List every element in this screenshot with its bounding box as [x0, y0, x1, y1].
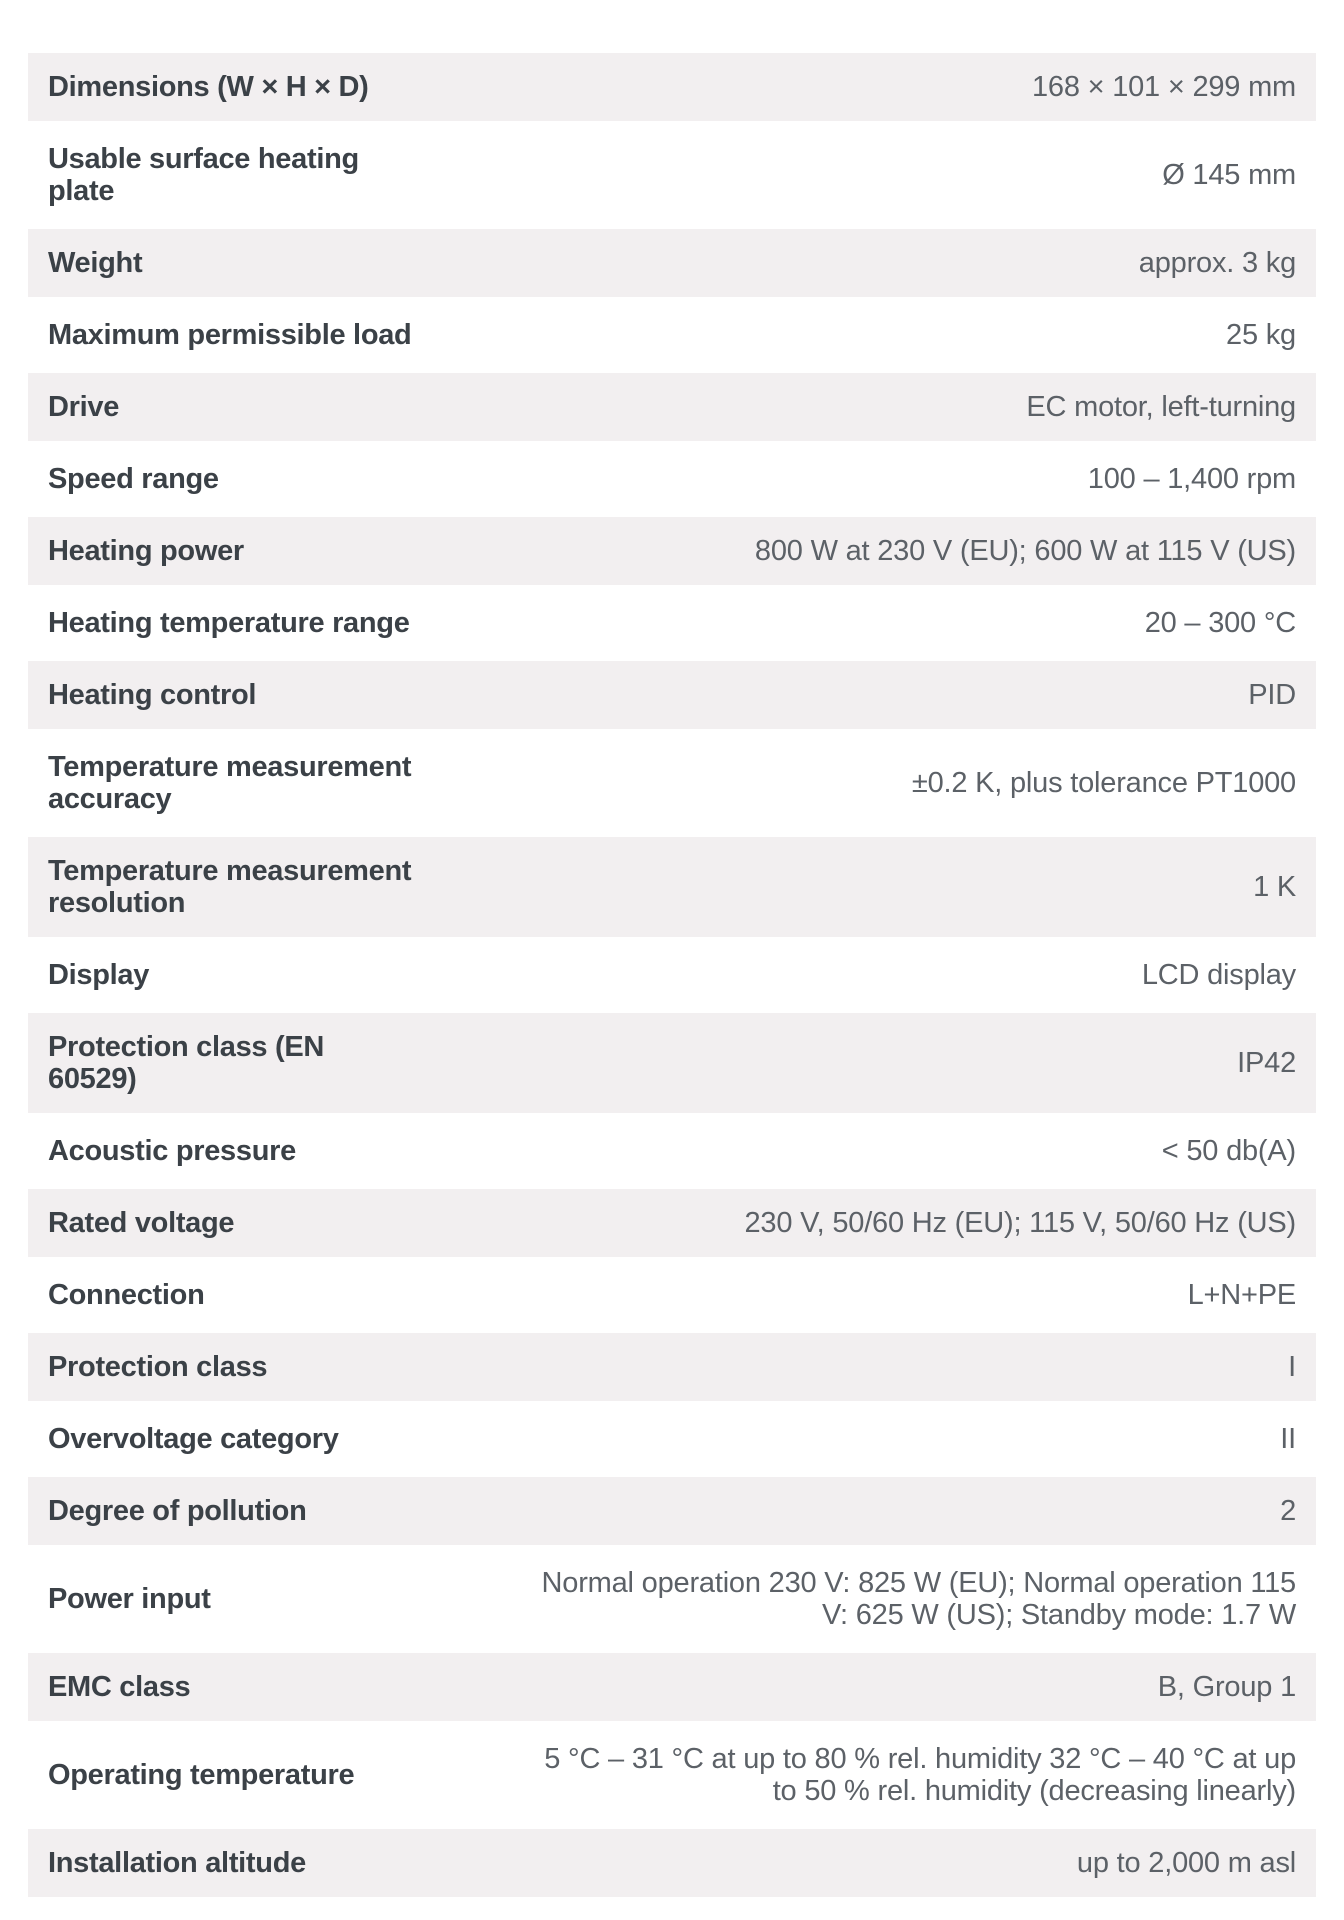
- spec-label: Dimensions (W × H × D): [48, 71, 369, 103]
- spec-label: Degree of pollution: [48, 1495, 307, 1527]
- spec-row: Operating temperature 5 °C – 31 °C at up…: [28, 1725, 1316, 1825]
- spec-label: Weight: [48, 247, 143, 279]
- spec-value: 168 × 101 × 299 mm: [1031, 71, 1296, 103]
- spec-value: 100 – 1,400 rpm: [1087, 463, 1296, 495]
- spec-value: 2: [1280, 1495, 1296, 1527]
- spec-row: Installation altitude up to 2,000 m asl: [28, 1829, 1316, 1897]
- spec-label: Rated voltage: [48, 1207, 235, 1239]
- spec-label: EMC class: [48, 1671, 191, 1703]
- spec-label: Speed range: [48, 463, 219, 495]
- spec-label: Protection class (EN 60529): [48, 1031, 325, 1095]
- spec-value: II: [1280, 1423, 1296, 1455]
- spec-label: Operating temperature: [48, 1759, 355, 1791]
- spec-value: IP42: [1237, 1047, 1296, 1079]
- spec-row: Rated voltage 230 V, 50/60 Hz (EU); 115 …: [28, 1189, 1316, 1257]
- spec-value: I: [1288, 1351, 1296, 1383]
- spec-label: Display: [48, 959, 150, 991]
- spec-label: Temperature measurement resolution: [48, 855, 412, 919]
- spec-value: 230 V, 50/60 Hz (EU); 115 V, 50/60 Hz (U…: [744, 1207, 1297, 1239]
- spec-value: 800 W at 230 V (EU); 600 W at 115 V (US): [754, 535, 1296, 567]
- spec-value: up to 2,000 m asl: [1076, 1847, 1296, 1879]
- spec-value: EC motor, left-turning: [1026, 391, 1296, 423]
- spec-label: Temperature measurement accuracy: [48, 751, 412, 815]
- spec-row: Heating power 800 W at 230 V (EU); 600 W…: [28, 517, 1316, 585]
- spec-row: Display LCD display: [28, 941, 1316, 1009]
- spec-value: B, Group 1: [1157, 1671, 1296, 1703]
- spec-row: Drive EC motor, left-turning: [28, 373, 1316, 441]
- spec-value: PID: [1248, 679, 1296, 711]
- spec-value: 20 – 300 °C: [1144, 607, 1296, 639]
- spec-label: Installation altitude: [48, 1847, 306, 1879]
- spec-label: Drive: [48, 391, 120, 423]
- spec-label: Heating control: [48, 679, 257, 711]
- spec-label: Heating temperature range: [48, 607, 410, 639]
- spec-row: Heating control PID: [28, 661, 1316, 729]
- spec-label: Overvoltage category: [48, 1423, 339, 1455]
- spec-row: Speed range 100 – 1,400 rpm: [28, 445, 1316, 513]
- spec-row: EMC class B, Group 1: [28, 1653, 1316, 1721]
- spec-value: Ø 145 mm: [1162, 159, 1296, 191]
- spec-label: Maximum permissible load: [48, 319, 412, 351]
- spec-row: Degree of pollution 2: [28, 1477, 1316, 1545]
- spec-row: Temperature measurement accuracy ±0.2 K,…: [28, 733, 1316, 833]
- spec-label: Power input: [48, 1583, 211, 1615]
- spec-row: Dimensions (W × H × D) 168 × 101 × 299 m…: [28, 53, 1316, 121]
- spec-row: Maximum permissible load 25 kg: [28, 301, 1316, 369]
- spec-label: Usable surface heating plate: [48, 143, 359, 207]
- spec-row: Connection L+N+PE: [28, 1261, 1316, 1329]
- spec-value: approx. 3 kg: [1138, 247, 1296, 279]
- spec-row: Power input Normal operation 230 V: 825 …: [28, 1549, 1316, 1649]
- spec-value: L+N+PE: [1187, 1279, 1297, 1311]
- spec-value: ±0.2 K, plus tolerance PT1000: [911, 767, 1296, 799]
- spec-row: Heating temperature range 20 – 300 °C: [28, 589, 1316, 657]
- spec-label: Protection class: [48, 1351, 268, 1383]
- spec-row: Temperature measurement resolution 1 K: [28, 837, 1316, 937]
- spec-value: 25 kg: [1226, 319, 1296, 351]
- spec-label: Heating power: [48, 535, 244, 567]
- spec-row: Overvoltage category II: [28, 1405, 1316, 1473]
- spec-value: < 50 db(A): [1161, 1135, 1296, 1167]
- spec-label: Connection: [48, 1279, 205, 1311]
- spec-row: Weight approx. 3 kg: [28, 229, 1316, 297]
- spec-value: 1 K: [1253, 871, 1296, 903]
- spec-label: Acoustic pressure: [48, 1135, 296, 1167]
- spec-value: 5 °C – 31 °C at up to 80 % rel. humidity…: [544, 1743, 1296, 1807]
- spec-row: Usable surface heating plate Ø 145 mm: [28, 125, 1316, 225]
- spec-row: Protection class I: [28, 1333, 1316, 1401]
- spec-row: Acoustic pressure < 50 db(A): [28, 1117, 1316, 1185]
- spec-row: Protection class (EN 60529) IP42: [28, 1013, 1316, 1113]
- spec-value: Normal operation 230 V: 825 W (EU); Norm…: [541, 1567, 1297, 1631]
- spec-value: LCD display: [1141, 959, 1296, 991]
